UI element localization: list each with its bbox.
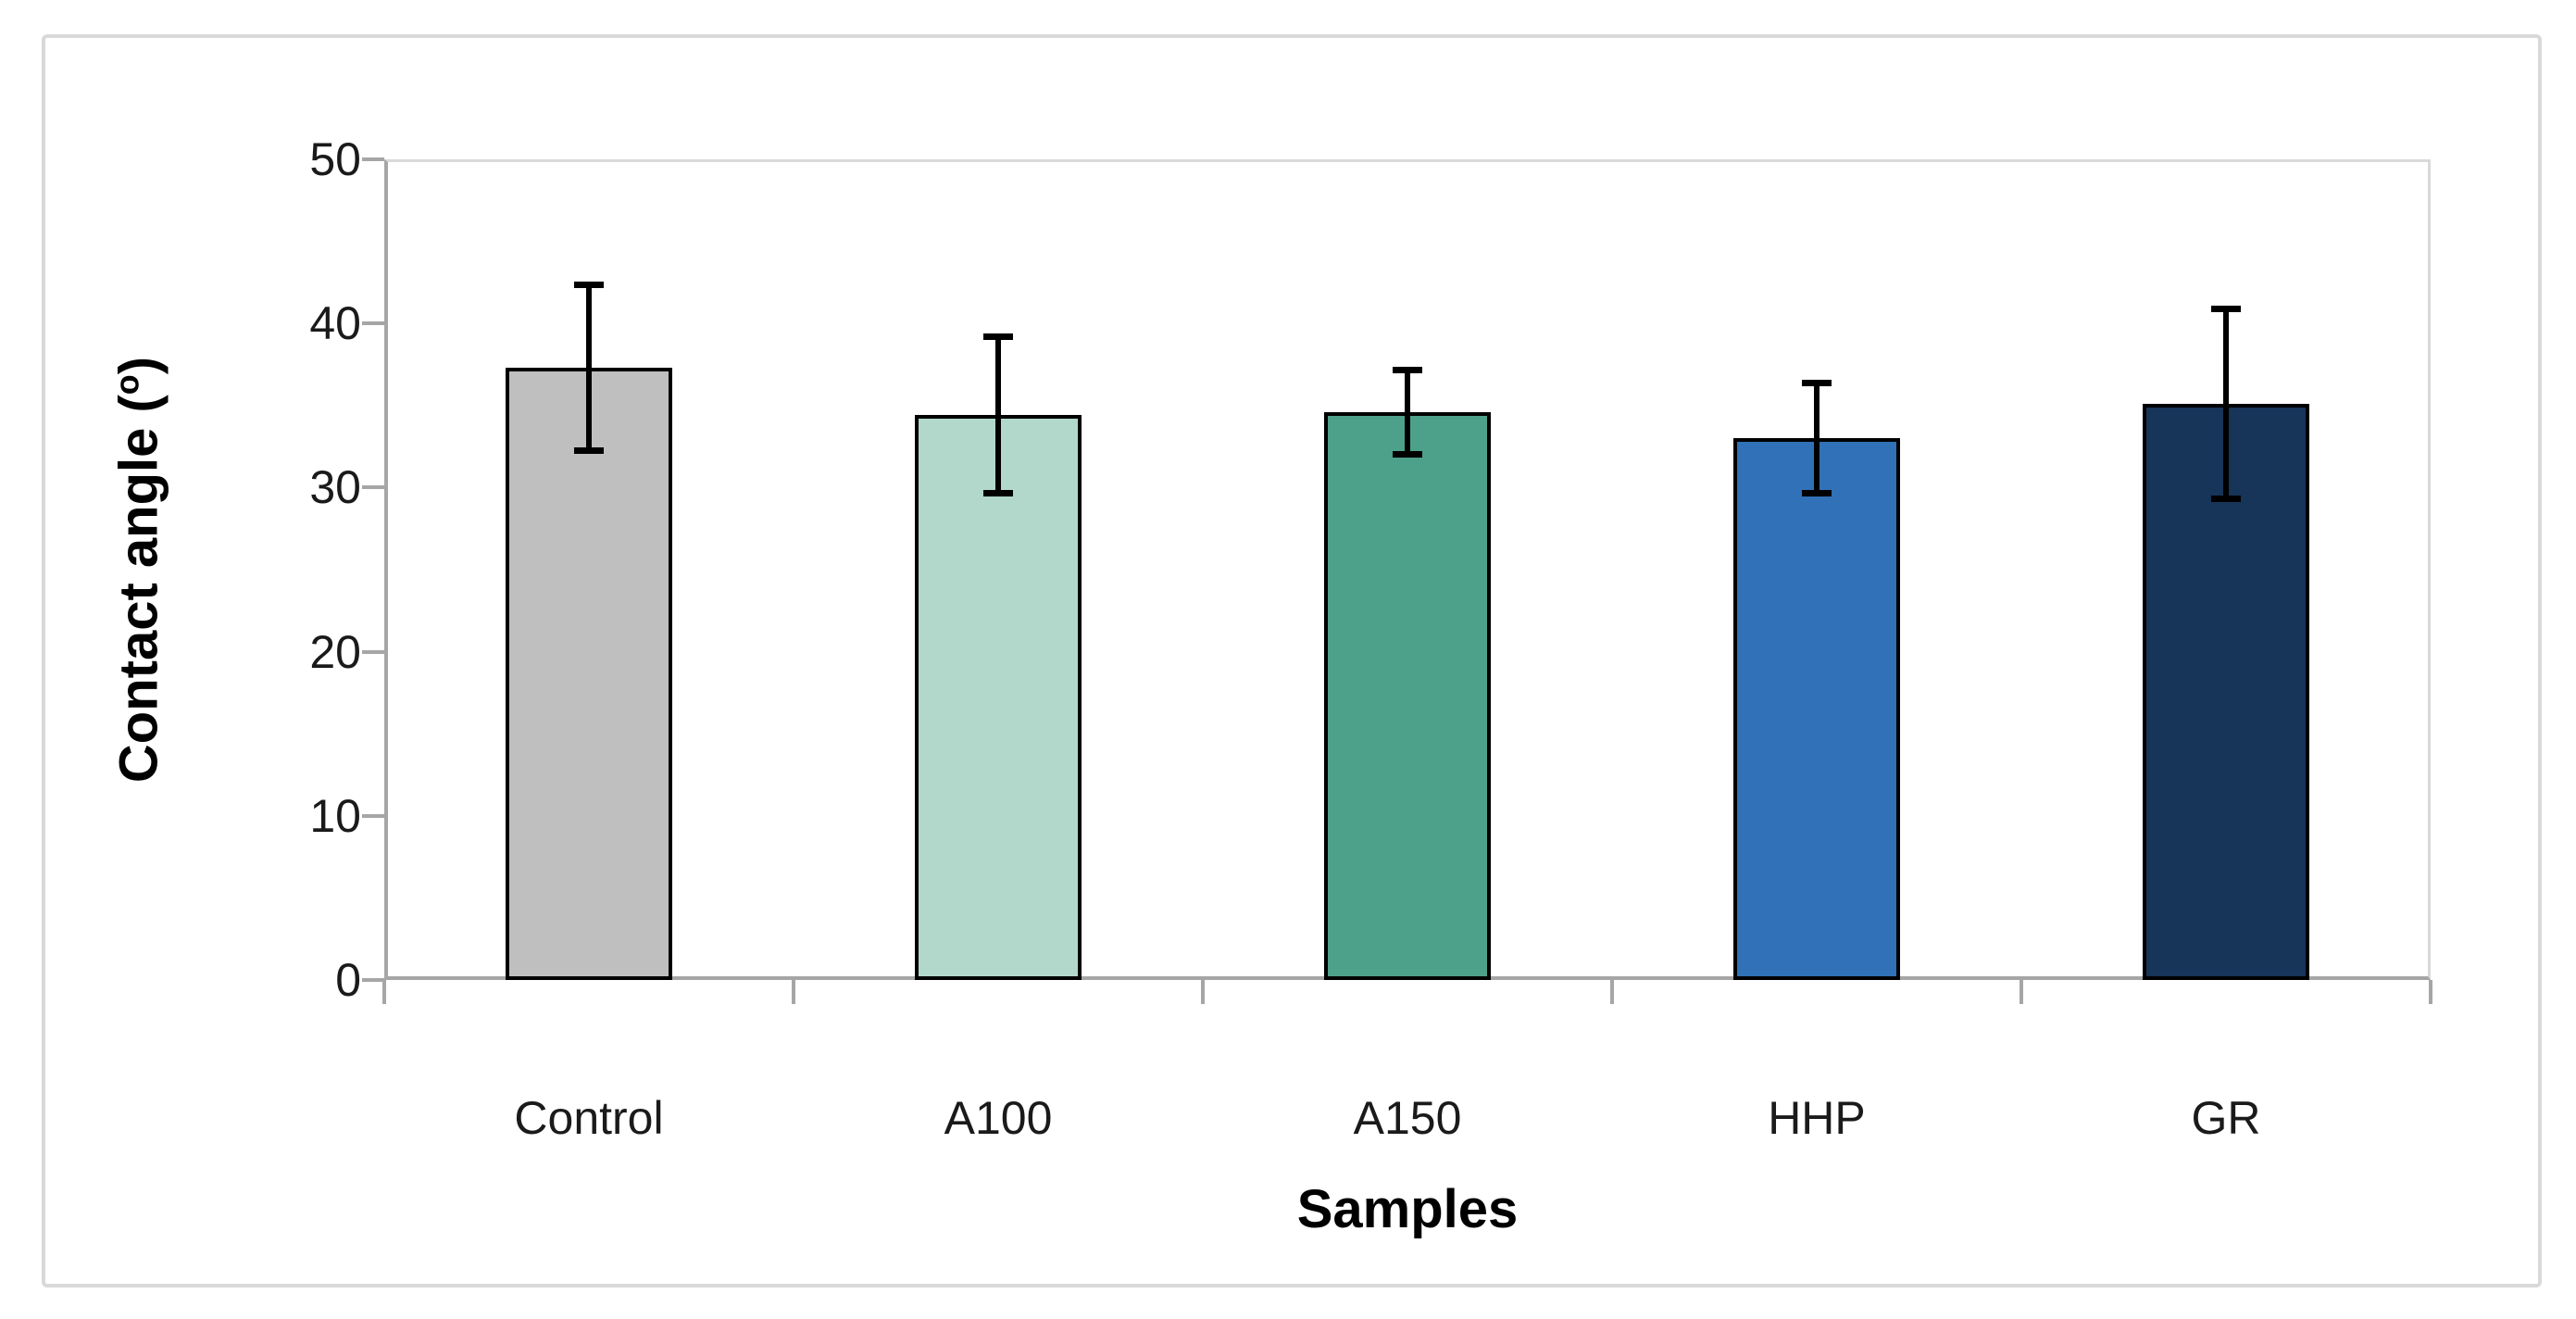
error-bar-a100 [995,336,1001,495]
x-category-label: HHP [1768,1092,1866,1144]
x-tick-mark [792,980,795,1004]
y-tick-mark [362,813,384,818]
x-axis-title: Samples [1296,1179,1519,1239]
error-cap-bottom [574,447,604,455]
y-tick-label: 50 [309,133,361,185]
x-category-label: GR [2191,1092,2261,1144]
x-tick-mark [2429,980,2432,1004]
error-bar-control [586,283,592,452]
bar-a100 [915,415,1082,980]
bar-a150 [1324,411,1491,980]
bar-control [506,368,672,980]
x-category-label: A100 [944,1092,1053,1144]
y-tick-label: 40 [309,297,361,350]
degree-superscript: o [107,374,146,396]
error-cap-top [983,333,1013,341]
x-tick-mark [382,980,386,1004]
y-tick-mark [362,157,384,161]
y-tick-label: 10 [309,789,361,842]
y-tick-label: 30 [309,461,361,514]
y-tick-label: 0 [335,954,361,1006]
error-bar-hhp [1814,382,1819,495]
error-cap-bottom [983,490,1013,497]
y-tick-mark [362,485,384,490]
y-tick-mark [362,321,384,326]
x-tick-mark [2020,980,2023,1004]
y-axis-title: Contact angle (o) [107,357,169,783]
x-category-label: A150 [1353,1092,1462,1144]
error-bar-a150 [1405,369,1410,455]
error-cap-top [574,281,604,288]
y-tick-label: 20 [309,625,361,678]
error-cap-bottom [1393,450,1422,458]
y-axis-title-text: Contact angle ( [108,395,169,784]
bar-hhp [1733,438,1900,980]
x-tick-mark [1610,980,1614,1004]
error-cap-top [1802,379,1832,386]
y-tick-mark [362,978,384,982]
y-axis-title-close: ) [108,356,169,375]
error-bar-gr [2223,308,2229,499]
x-tick-mark [1201,980,1205,1004]
error-cap-bottom [1802,490,1832,497]
y-tick-mark [362,649,384,654]
error-cap-bottom [2211,495,2241,502]
error-cap-top [1393,366,1422,373]
error-cap-top [2211,306,2241,313]
x-category-label: Control [514,1092,664,1144]
